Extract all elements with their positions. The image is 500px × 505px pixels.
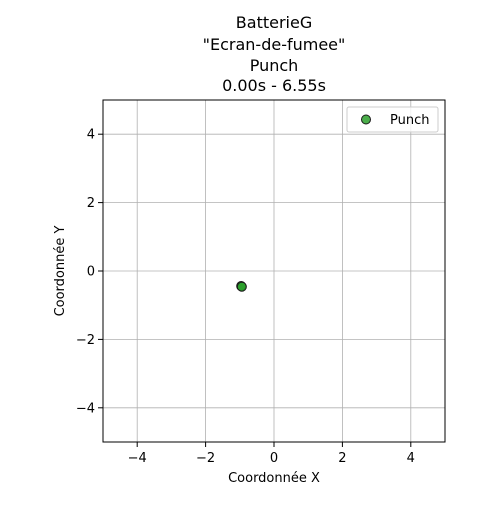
x-tick-label: −2 — [196, 451, 215, 466]
chart-title-line-2: "Ecran-de-fumee" — [203, 35, 346, 54]
chart-title: BatterieG "Ecran-de-fumee" Punch 0.00s -… — [203, 13, 346, 95]
x-tick-label: 0 — [270, 451, 278, 466]
grid-lines — [103, 100, 445, 442]
data-point — [236, 281, 247, 292]
chart-title-line-4: 0.00s - 6.55s — [222, 76, 326, 95]
y-tick-label: −2 — [76, 333, 95, 348]
x-tick-label: 2 — [338, 451, 346, 466]
axis-ticks: −4 −2 0 2 4 −4 −2 0 2 4 — [76, 128, 415, 466]
chart-title-line-3: Punch — [250, 56, 299, 75]
data-points — [236, 281, 247, 292]
legend-marker — [361, 114, 371, 125]
x-axis-label: Coordonnée X — [228, 471, 320, 486]
legend-box — [346, 106, 439, 133]
x-tick-label: 4 — [407, 451, 415, 466]
y-tick-label: −4 — [76, 401, 95, 416]
y-tick-label: 2 — [87, 196, 95, 211]
plot-area-frame — [102, 99, 446, 443]
x-tick-label: −4 — [128, 451, 147, 466]
chart-title-line-1: BatterieG — [236, 13, 312, 32]
y-axis-label: Coordonnée Y — [53, 226, 68, 317]
y-tick-label: 4 — [87, 128, 95, 143]
legend: Punch — [346, 106, 439, 133]
y-tick-label: 0 — [87, 265, 95, 280]
legend-label: Punch — [390, 113, 429, 128]
